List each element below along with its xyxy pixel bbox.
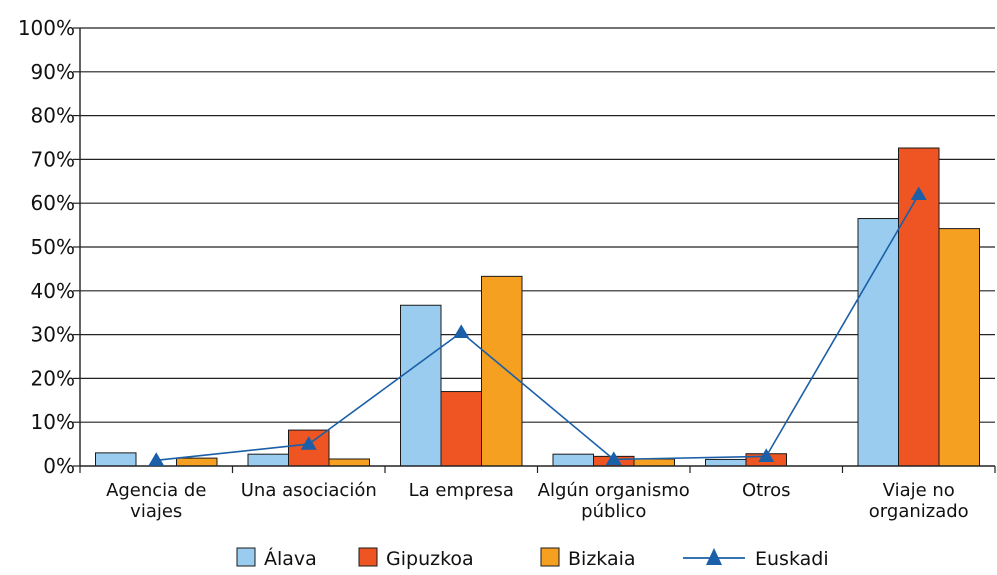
- category-label: Viaje no organizado: [869, 480, 969, 522]
- y-tick-label: 10%: [31, 410, 75, 434]
- y-tick-label: 30%: [31, 323, 75, 347]
- legend-label--lava: Álava: [264, 547, 317, 570]
- legend-label-euskadi: Euskadi: [755, 548, 829, 570]
- category-label: Algún organismo público: [538, 480, 690, 522]
- category-label-line: Algún organismo: [538, 480, 690, 501]
- category-label-line: Viaje no: [883, 480, 955, 501]
- y-tick-label: 0%: [43, 454, 75, 478]
- marker-euskadi: [605, 451, 622, 466]
- bar--lava: [95, 452, 137, 467]
- category-label-line: Otros: [742, 480, 791, 501]
- bar--lava: [400, 304, 442, 467]
- category-label-line: La empresa: [409, 480, 514, 501]
- legend-swatch-gipuzkoa: [358, 547, 378, 567]
- legend-swatch-bizkaia: [540, 547, 560, 567]
- category-label: Una asociación: [241, 480, 377, 501]
- category-label-line: viajes: [130, 501, 182, 522]
- category-label-line: Una asociación: [241, 480, 377, 501]
- legend: Álava Gipuzkoa Bizkaia Euskadi: [236, 547, 829, 570]
- category-label: La empresa: [409, 480, 514, 501]
- axes: [79, 28, 996, 473]
- y-tick-label: 90%: [31, 60, 75, 84]
- euskadi-line: [148, 186, 927, 466]
- category-labels: Agencia de viajes Una asociación La empresa…: [106, 480, 969, 522]
- bar--lava: [857, 218, 899, 467]
- bar--lava: [247, 453, 289, 467]
- legend-label-gipuzkoa: Gipuzkoa: [386, 548, 474, 570]
- legend-marker-euskadi: [706, 548, 722, 565]
- bar-bizkaia: [633, 458, 675, 467]
- y-tick-label: 40%: [31, 279, 75, 303]
- y-tick-label: 60%: [31, 191, 75, 215]
- category-label-line: organizado: [869, 501, 969, 522]
- y-tick-label: 80%: [31, 104, 75, 128]
- y-tick-label: 50%: [31, 235, 75, 259]
- y-tick-label: 70%: [31, 147, 75, 171]
- y-tick-label: 100%: [18, 16, 75, 40]
- marker-euskadi: [910, 186, 927, 201]
- category-label: Otros: [742, 480, 791, 501]
- line-euskadi: [156, 194, 920, 462]
- gridlines: [80, 27, 995, 423]
- y-tick-label: 20%: [31, 366, 75, 390]
- category-label-line: Agencia de: [106, 480, 206, 501]
- category-label-line: público: [581, 501, 646, 522]
- legend-label-bizkaia: Bizkaia: [568, 548, 636, 570]
- category-label: Agencia de viajes: [106, 480, 206, 522]
- marker-euskadi: [453, 324, 470, 339]
- bar--lava: [552, 453, 594, 467]
- bar-bizkaia: [938, 228, 980, 467]
- marker-euskadi: [300, 436, 317, 450]
- bar-bizkaia: [328, 458, 370, 467]
- bar-bizkaia: [481, 275, 523, 467]
- legend-swatch--lava: [236, 547, 256, 567]
- y-axis-ticks: 0% 10% 20% 30% 40% 50% 60% 70% 80% 90% 100%: [18, 16, 80, 478]
- bar-gipuzkoa: [288, 429, 330, 467]
- bars: [95, 147, 980, 467]
- bar--lava: [705, 458, 747, 467]
- marker-euskadi: [758, 448, 775, 462]
- bar-gipuzkoa: [440, 391, 482, 467]
- marker-euskadi: [148, 452, 165, 466]
- bar-bizkaia: [176, 457, 218, 467]
